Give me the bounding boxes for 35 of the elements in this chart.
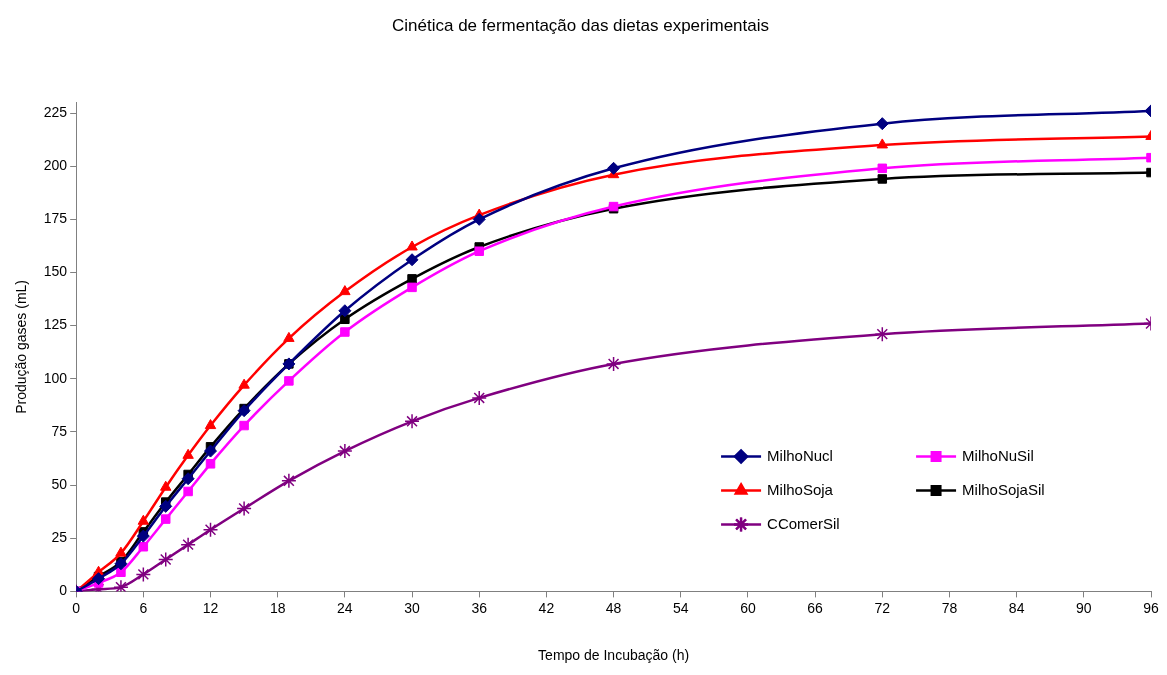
x-tick-label: 72 bbox=[874, 599, 891, 616]
x-tick-label: 66 bbox=[807, 599, 824, 616]
y-tick-label: 0 bbox=[59, 582, 68, 599]
x-tick-label: 48 bbox=[605, 599, 622, 616]
x-tick-label: 36 bbox=[471, 599, 488, 616]
x-tick-label: 18 bbox=[269, 599, 286, 616]
y-tick-label: 150 bbox=[43, 263, 68, 280]
x-tick-label: 24 bbox=[337, 599, 353, 616]
y-tick-label: 200 bbox=[43, 157, 68, 174]
x-tick-label: 12 bbox=[202, 599, 219, 616]
x-tick-label: 60 bbox=[740, 599, 756, 616]
y-tick-label: 125 bbox=[43, 316, 68, 333]
x-tick-label: 6 bbox=[139, 599, 148, 616]
y-tick-label: 75 bbox=[51, 422, 68, 439]
x-axis-title: Tempo de Incubação (h) bbox=[538, 647, 690, 664]
y-tick-label: 25 bbox=[51, 529, 68, 546]
x-tick-label: 90 bbox=[1076, 599, 1092, 616]
x-tick-label: 30 bbox=[404, 599, 421, 616]
y-tick-label: 225 bbox=[43, 103, 68, 120]
y-axis-title: Produção gases (mL) bbox=[13, 279, 30, 414]
x-tick-label: 54 bbox=[672, 599, 689, 616]
legend-label: MilhoNuSil bbox=[962, 446, 1034, 464]
y-tick-label: 50 bbox=[51, 475, 68, 492]
y-tick-label: 100 bbox=[43, 369, 68, 386]
legend-label: MilhoSoja bbox=[767, 480, 834, 498]
x-tick-label: 78 bbox=[941, 599, 958, 616]
legend-label: MilhoNucl bbox=[767, 446, 833, 464]
legend-label: MilhoSojaSil bbox=[962, 480, 1045, 498]
x-tick-label: 42 bbox=[538, 599, 555, 616]
chart-title: Cinética de fermentação das dietas experimentais bbox=[391, 15, 770, 35]
x-tick-label: 0 bbox=[72, 599, 81, 616]
y-tick-label: 175 bbox=[43, 210, 68, 227]
x-tick-label: 84 bbox=[1008, 599, 1025, 616]
legend-label: CComerSil bbox=[767, 514, 840, 532]
x-tick-label: 96 bbox=[1143, 599, 1159, 616]
